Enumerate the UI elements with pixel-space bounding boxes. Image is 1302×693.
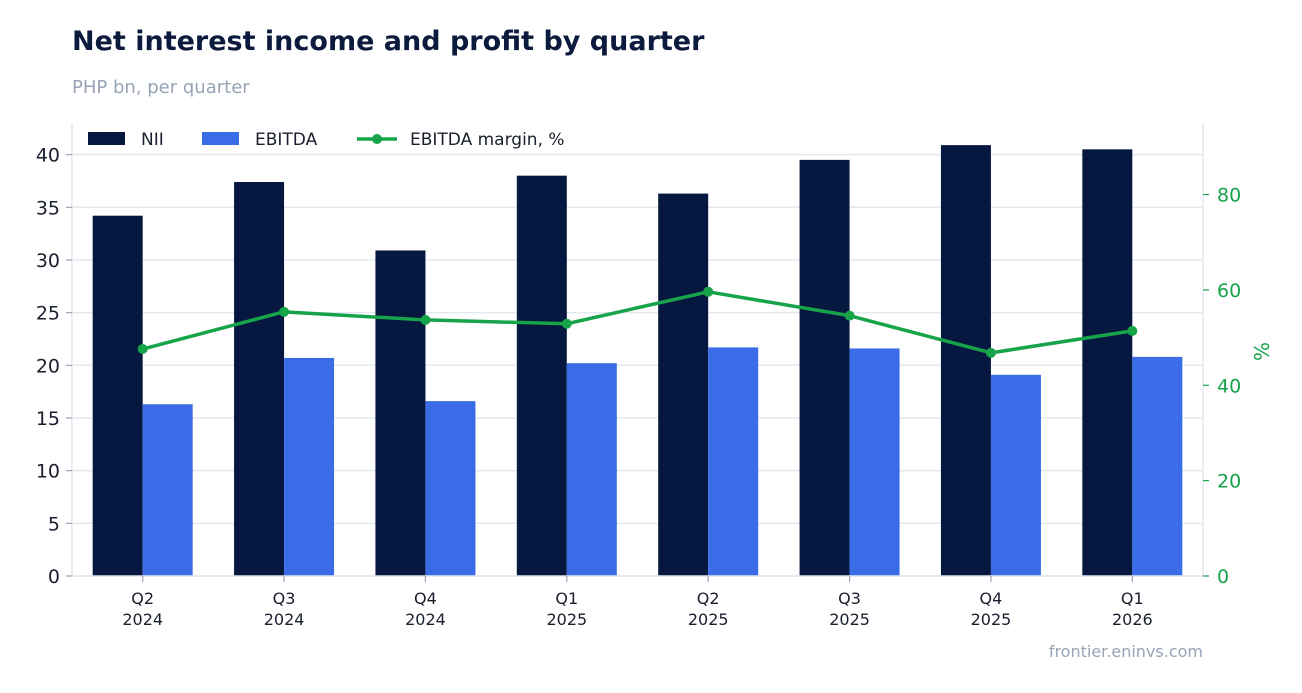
y-right-tick-label: 0 <box>1217 566 1229 588</box>
bar-nii <box>516 175 567 576</box>
y-right-tick-label: 80 <box>1217 185 1241 207</box>
legend-label-nii: NII <box>141 130 164 150</box>
margin-point <box>1127 325 1138 336</box>
legend-label-margin: EBITDA margin, % <box>410 130 565 150</box>
bar-ebitda <box>566 363 617 576</box>
bar-ebitda <box>142 404 193 576</box>
bar-nii <box>375 250 426 576</box>
y-right-axis-label: % <box>1250 342 1274 361</box>
x-tick-label-quarter: Q3 <box>838 589 861 608</box>
y-right-tick-label: 40 <box>1217 375 1241 397</box>
bar-nii <box>658 193 709 576</box>
bar-ebitda <box>849 348 900 576</box>
source-label: frontier.eninvs.com <box>1048 642 1203 661</box>
y-left-tick-label: 20 <box>36 355 60 377</box>
margin-point <box>985 347 996 358</box>
bar-nii <box>1082 149 1133 576</box>
y-right-tick-label: 60 <box>1217 280 1241 302</box>
y-left-tick-label: 0 <box>48 566 60 588</box>
legend-label-ebitda: EBITDA <box>255 130 318 150</box>
bar-ebitda <box>284 357 335 576</box>
y-left-tick-label: 25 <box>36 303 60 325</box>
x-tick-label-year: 2025 <box>971 610 1012 629</box>
chart-title: Net interest income and profit by quarte… <box>72 26 705 57</box>
x-tick-label-year: 2024 <box>264 610 305 629</box>
bar-ebitda <box>708 347 759 576</box>
margin-line-path <box>142 290 1133 355</box>
x-tick-label-year: 2024 <box>405 610 446 629</box>
legend: NII EBITDA EBITDA margin, % <box>88 130 565 150</box>
axes: 0510152025303540020406080%Q22024Q32024Q4… <box>36 123 1274 629</box>
y-left-tick-label: 10 <box>36 461 60 483</box>
y-left-tick-label: 30 <box>36 250 60 272</box>
margin-point <box>844 310 855 321</box>
bar-ebitda <box>1132 356 1183 576</box>
y-right-tick-label: 20 <box>1217 471 1241 493</box>
bar-nii <box>234 181 285 576</box>
x-tick-label-year: 2024 <box>122 610 163 629</box>
bar-nii <box>940 145 991 576</box>
x-tick-label-year: 2025 <box>546 610 587 629</box>
bar-ebitda <box>990 374 1041 576</box>
x-tick-label-quarter: Q3 <box>273 589 296 608</box>
margin-point <box>561 318 572 329</box>
margin-point <box>137 344 148 355</box>
bar-ebitda <box>425 401 476 576</box>
y-left-tick-label: 5 <box>48 513 60 535</box>
margin-point <box>279 306 290 317</box>
legend-swatch-ebitda <box>202 132 239 145</box>
legend-swatch-margin-marker <box>372 134 382 144</box>
x-tick-label-quarter: Q2 <box>131 589 154 608</box>
x-tick-label-year: 2026 <box>1112 610 1153 629</box>
x-tick-label-quarter: Q1 <box>555 589 578 608</box>
margin-point <box>420 314 431 325</box>
y-left-tick-label: 15 <box>36 408 60 430</box>
x-tick-label-year: 2025 <box>829 610 870 629</box>
margin-line <box>137 286 1138 358</box>
x-tick-label-year: 2025 <box>688 610 729 629</box>
x-tick-label-quarter: Q4 <box>414 589 437 608</box>
y-left-tick-label: 35 <box>36 197 60 219</box>
x-tick-label-quarter: Q2 <box>697 589 720 608</box>
bar-nii <box>799 159 850 577</box>
x-tick-label-quarter: Q4 <box>980 589 1003 608</box>
legend-swatch-nii <box>88 132 125 145</box>
bars <box>92 145 1183 577</box>
bar-nii <box>92 215 143 576</box>
margin-point <box>703 286 714 297</box>
y-left-tick-label: 40 <box>36 145 60 167</box>
chart-subtitle: PHP bn, per quarter <box>72 77 250 98</box>
x-tick-label-quarter: Q1 <box>1121 589 1144 608</box>
